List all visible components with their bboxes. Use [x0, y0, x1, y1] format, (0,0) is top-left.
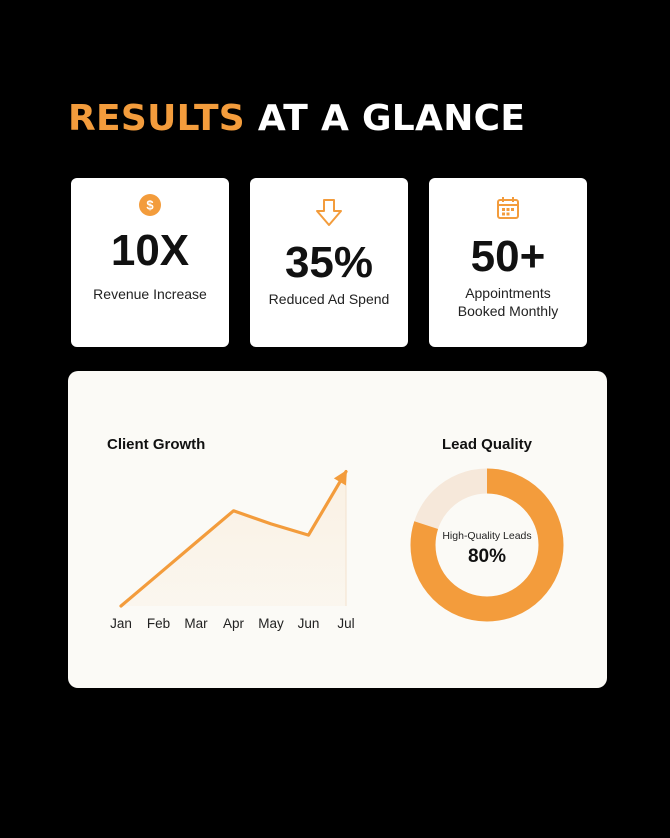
stat-value: 50+: [470, 232, 546, 281]
growth-chart: Jan Feb Mar Apr May Jun Jul: [110, 469, 355, 631]
stat-value: 10X: [110, 226, 190, 275]
stat-card-ad-spend: 35% Reduced Ad Spend: [250, 178, 408, 347]
charts-canvas: Client Growth Jan Feb Mar Apr May Jun Jul Lead…: [107, 436, 564, 631]
x-tick-may: May: [258, 616, 284, 631]
x-tick-feb: Feb: [147, 616, 170, 631]
stat-label: Reduced Ad Spend: [268, 291, 390, 307]
donut-center-value: 80%: [468, 546, 506, 567]
growth-arrowhead: [333, 469, 348, 486]
donut-high-quality-slice: [410, 468, 564, 622]
title-accent: RESULTS: [68, 98, 246, 139]
x-tick-apr: Apr: [223, 616, 245, 631]
lead-quality-title: Lead Quality: [442, 436, 533, 453]
arrow-down-icon: [250, 197, 408, 229]
stat-card-appointments: 50+ Appointments Booked Monthly: [429, 178, 587, 347]
x-tick-mar: Mar: [184, 616, 208, 631]
stat-card-revenue: $ 10X Revenue Increase: [71, 178, 229, 347]
stat-label: Appointments Booked Monthly: [457, 285, 559, 319]
svg-text:$: $: [146, 198, 154, 213]
stat-value: 35%: [284, 238, 374, 287]
x-tick-jul: Jul: [337, 616, 354, 631]
stat-label: Revenue Increase: [93, 286, 207, 302]
page-title: RESULTS AT A GLANCE: [68, 98, 525, 139]
charts-panel: Client Growth Jan Feb Mar Apr May Jun Jul Lead…: [68, 371, 607, 688]
x-tick-jan: Jan: [110, 616, 132, 631]
donut-center-label: High-Quality Leads: [442, 530, 531, 542]
x-tick-jun: Jun: [298, 616, 320, 631]
dollar-circle-icon: $: [71, 193, 229, 217]
growth-area: [121, 471, 346, 606]
calendar-icon: [429, 195, 587, 221]
lead-quality-donut: [410, 468, 564, 622]
growth-chart-title: Client Growth: [107, 436, 205, 453]
title-rest: AT A GLANCE: [257, 98, 526, 139]
